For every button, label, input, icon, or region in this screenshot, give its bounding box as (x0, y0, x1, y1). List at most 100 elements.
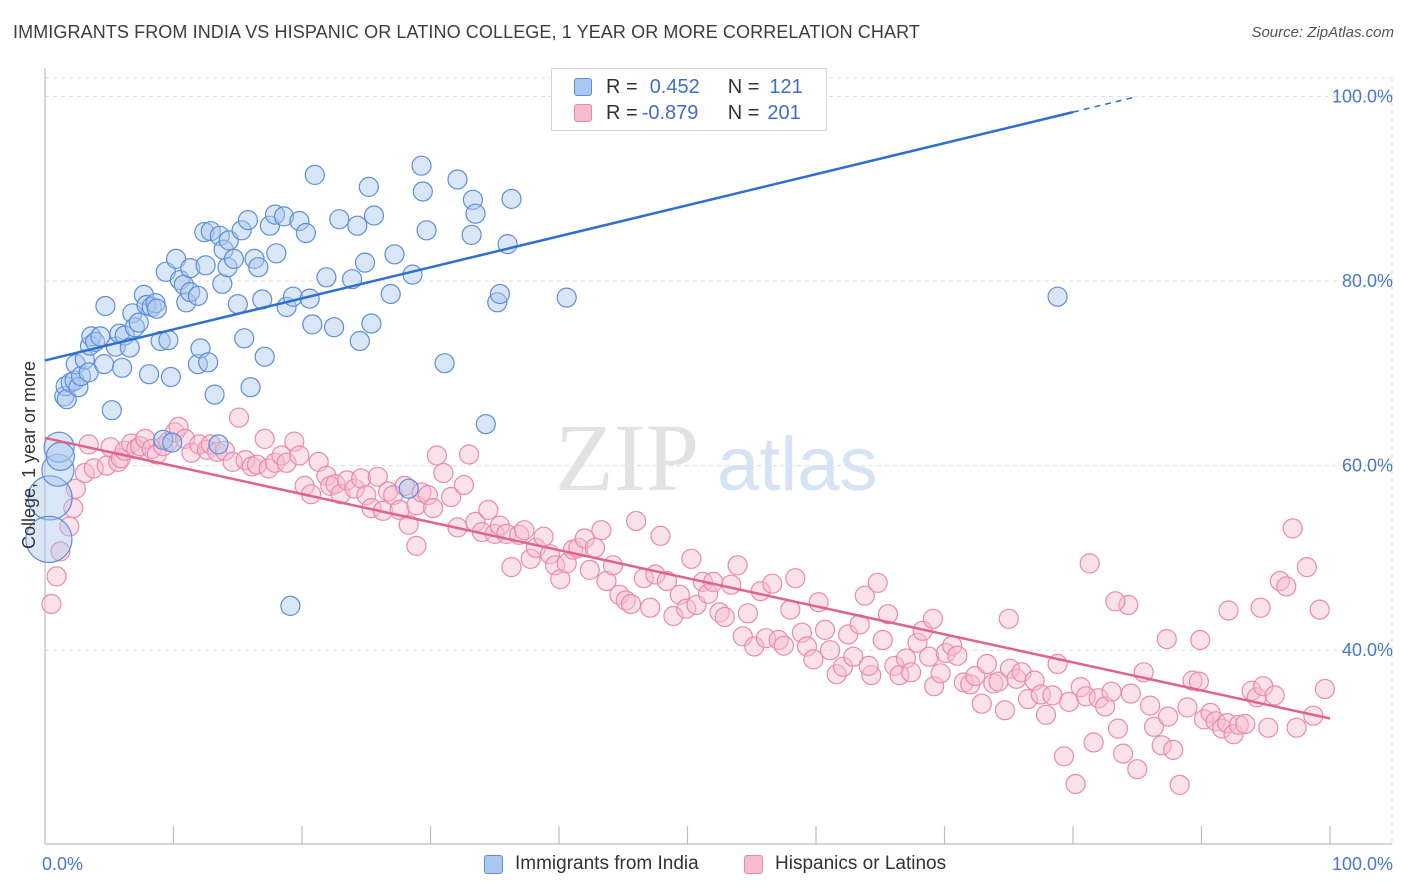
x-tick-labels: 0.0% 100.0% (42, 854, 1393, 874)
hispanics-point (1094, 696, 1116, 717)
legend-n-label: N = (727, 101, 760, 124)
hispanics-point (1286, 717, 1307, 738)
hispanics-point (1120, 683, 1141, 704)
india-point (487, 292, 508, 313)
india-point (347, 215, 368, 236)
india-point (447, 169, 468, 190)
y-tick-label: 100.0% (1332, 86, 1393, 106)
india-point (93, 354, 115, 375)
hispanics-point (423, 498, 444, 519)
hispanics-point (65, 478, 86, 499)
hispanics-point (1107, 718, 1129, 739)
hispanics-point (74, 462, 95, 484)
legend-swatch-hispanics (574, 104, 592, 122)
india-point (162, 432, 183, 453)
india-point (25, 515, 73, 564)
hispanics-point (246, 454, 268, 475)
india-point (194, 222, 215, 243)
hispanics-point (1235, 713, 1256, 735)
hispanics-point (46, 566, 67, 587)
hispanics-point (803, 649, 824, 670)
hispanics-point (356, 485, 377, 506)
bottom-legend-swatch-india (484, 854, 503, 874)
india-point (217, 257, 238, 278)
hispanics-point (681, 548, 702, 569)
hispanics-point (83, 458, 104, 479)
hispanics-point (656, 570, 678, 592)
hispanics-point (796, 636, 818, 657)
hispanics-point (501, 556, 522, 578)
india-point (302, 314, 323, 335)
india-point (384, 244, 405, 265)
bottom-legend-hispanics: Hispanics or Latinos (744, 852, 946, 876)
hispanics-point (762, 573, 783, 594)
hispanics-point (976, 653, 998, 675)
bottom-legend-swatch-hispanics (744, 854, 763, 874)
hispanics-point (441, 486, 462, 508)
hispanics-point (1258, 717, 1279, 738)
legend-n-label: N = (727, 75, 760, 98)
india-point (411, 155, 432, 176)
hispanics-point (108, 451, 129, 472)
india-point (237, 210, 259, 231)
india-point (227, 294, 248, 315)
hispanics-point (814, 619, 836, 641)
hispanics-point (325, 474, 346, 495)
hispanics-point (1264, 685, 1285, 706)
india-point (45, 441, 76, 471)
hispanics-point (584, 537, 606, 558)
hispanics-point (433, 462, 454, 484)
india-point (273, 206, 295, 227)
hispanics-point (222, 451, 243, 472)
india-point (363, 205, 385, 226)
hispanics-point (41, 593, 62, 615)
india-point (128, 312, 149, 333)
legend-row-india: R = 0.452 N = 121 (574, 74, 803, 100)
bottom-legend-label-hispanics: Hispanics or Latinos (775, 853, 947, 874)
hispanics-point (130, 436, 151, 457)
legend-r-value-india: 0.452 (649, 75, 700, 98)
bottom-legend-label-india: Immigrants from India (515, 853, 699, 874)
hispanics-point (1101, 681, 1122, 702)
hispanics-point (1139, 695, 1161, 716)
hispanics-point (367, 466, 388, 487)
hispanics-point (924, 676, 945, 697)
india-point (78, 362, 99, 383)
series-hispanics-points (41, 407, 1336, 796)
india-point (200, 221, 221, 242)
hispanics-point (344, 478, 365, 499)
hispanics-point (785, 568, 806, 589)
y-tick-label: 80.0% (1342, 271, 1393, 291)
india-point (111, 357, 133, 378)
india-point (489, 283, 510, 305)
hispanics-point (1156, 628, 1177, 650)
source-credit: Source: ZipAtlas.com (1251, 24, 1394, 41)
hispanics-point (900, 662, 922, 683)
hispanics-point (867, 572, 888, 593)
hispanics-point (930, 663, 951, 684)
hispanics-point (591, 520, 612, 541)
hispanics-point (78, 434, 99, 455)
hispanics-point (994, 700, 1016, 721)
india-point (358, 176, 379, 197)
legend-swatch-india (574, 78, 592, 96)
watermark-atlas: atlas (717, 422, 878, 507)
y-tick-labels: 40.0% 60.0% 80.0% 100.0% (1332, 86, 1393, 660)
hispanics-point (1030, 684, 1052, 705)
hispanics-point (1017, 688, 1039, 710)
hispanics-point (1143, 716, 1165, 737)
india-point (248, 257, 269, 278)
india-point (195, 255, 216, 276)
hispanics-point (351, 468, 372, 489)
x-tick-label-min: 0.0% (42, 854, 83, 874)
legend-r-value-hispanics: -0.879 (641, 101, 699, 124)
hispanics-point (918, 646, 940, 667)
hispanics-point (1053, 746, 1075, 767)
hispanics-point (1118, 594, 1139, 616)
hispanics-point (196, 439, 217, 460)
india-point (289, 210, 310, 232)
india-point (380, 283, 401, 305)
y-tick-label: 40.0% (1342, 640, 1393, 660)
hispanics-point (843, 646, 864, 667)
hispanics-point (181, 442, 202, 463)
